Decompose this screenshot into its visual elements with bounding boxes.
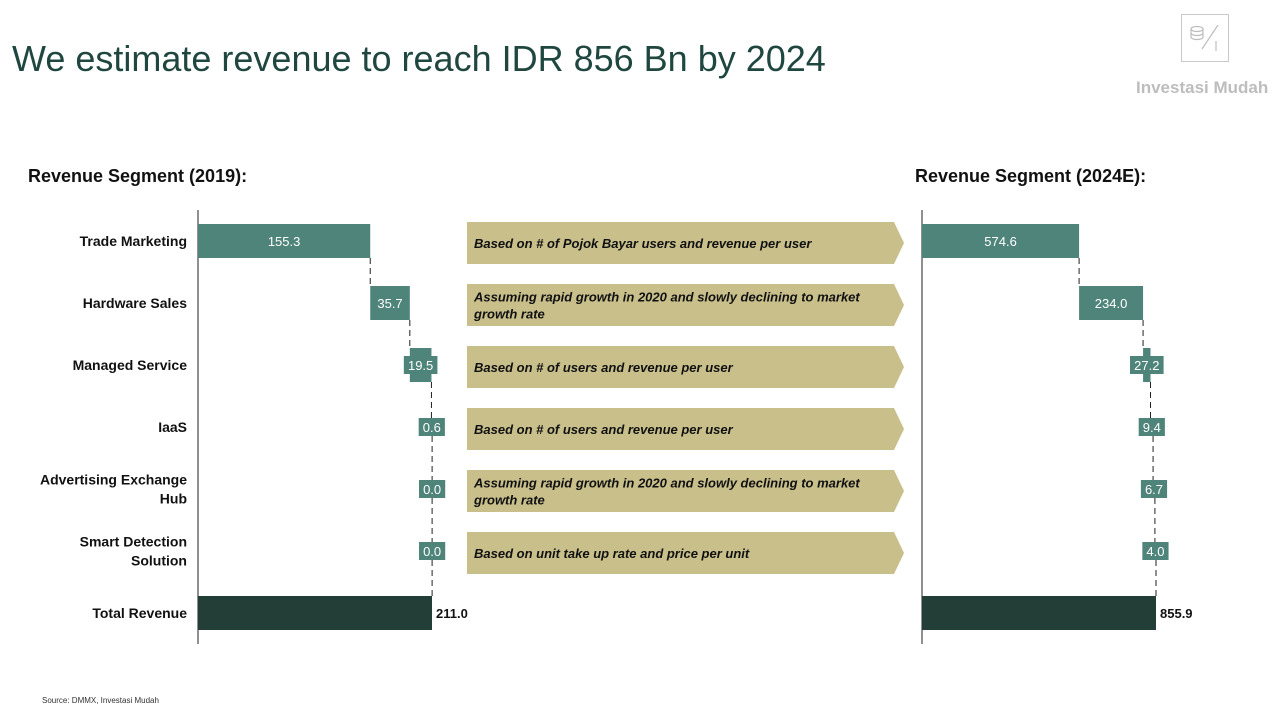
coins-icon xyxy=(1181,14,1229,62)
left-value-label: 0.6 xyxy=(423,420,441,435)
source-note: Source: DMMX, Investasi Mudah xyxy=(42,696,159,705)
right-value-label: 27.2 xyxy=(1134,358,1159,373)
right-label-box xyxy=(1142,542,1169,560)
right-bar xyxy=(922,224,1080,258)
right-label-box xyxy=(1129,356,1164,374)
left-total-label: 211.0 xyxy=(436,606,468,621)
right-value-label: 4.0 xyxy=(1146,544,1164,559)
left-bar xyxy=(198,224,371,258)
row-label: IaaS xyxy=(158,419,187,435)
assumption-text: Based on # of users and revenue per user xyxy=(474,422,734,437)
left-label-box xyxy=(403,356,438,374)
row-label: Smart Detection xyxy=(80,534,187,550)
row-label: Managed Service xyxy=(73,357,188,373)
assumption-arrow xyxy=(467,408,904,450)
left-label-box xyxy=(419,542,446,560)
row-label: Hub xyxy=(160,491,187,507)
right-value-label: 9.4 xyxy=(1143,420,1161,435)
row-label: Trade Marketing xyxy=(80,233,187,249)
left-total-bar xyxy=(198,596,432,630)
left-chart-heading: Revenue Segment (2019): xyxy=(28,166,248,186)
row-label: Solution xyxy=(131,553,187,569)
assumption-text: Based on # of Pojok Bayar users and reve… xyxy=(474,236,812,251)
left-value-label: 19.5 xyxy=(408,358,433,373)
right-value-label: 574.6 xyxy=(984,234,1017,249)
assumption-arrow xyxy=(467,346,904,388)
left-value-label: 0.0 xyxy=(423,482,441,497)
left-value-label: 0.0 xyxy=(423,544,441,559)
right-label-box xyxy=(1140,480,1168,498)
page-title: We estimate revenue to reach IDR 856 Bn … xyxy=(12,38,826,79)
logo: Investasi Mudah xyxy=(1130,14,1280,104)
assumption-text: Assuming rapid growth in 2020 and slowly… xyxy=(473,290,860,305)
row-label: Advertising Exchange xyxy=(40,472,187,488)
right-chart-heading: Revenue Segment (2024E): xyxy=(915,166,1147,186)
left-value-label: 35.7 xyxy=(377,296,402,311)
assumption-arrow xyxy=(467,284,904,326)
left-label-box xyxy=(419,480,446,498)
left-bar xyxy=(370,286,410,320)
assumption-text: Based on unit take up rate and price per… xyxy=(474,546,750,561)
left-value-label: 155.3 xyxy=(268,234,301,249)
right-label-box xyxy=(1138,418,1165,436)
assumption-arrow xyxy=(467,470,904,512)
right-bar xyxy=(1079,286,1144,320)
right-total-bar xyxy=(922,596,1156,630)
assumption-arrow xyxy=(467,532,904,574)
row-label: Hardware Sales xyxy=(83,295,187,311)
row-label: Total Revenue xyxy=(92,605,187,621)
right-value-label: 6.7 xyxy=(1145,482,1163,497)
assumption-arrow xyxy=(467,222,904,264)
assumption-text: growth rate xyxy=(473,307,545,322)
assumption-text: Based on # of users and revenue per user xyxy=(474,360,734,375)
right-total-label: 855.9 xyxy=(1160,606,1193,621)
left-label-box xyxy=(418,418,445,436)
right-value-label: 234.0 xyxy=(1095,296,1128,311)
assumption-text: Assuming rapid growth in 2020 and slowly… xyxy=(473,476,860,491)
assumption-text: growth rate xyxy=(473,493,545,508)
logo-text: Investasi Mudah xyxy=(1136,78,1269,97)
